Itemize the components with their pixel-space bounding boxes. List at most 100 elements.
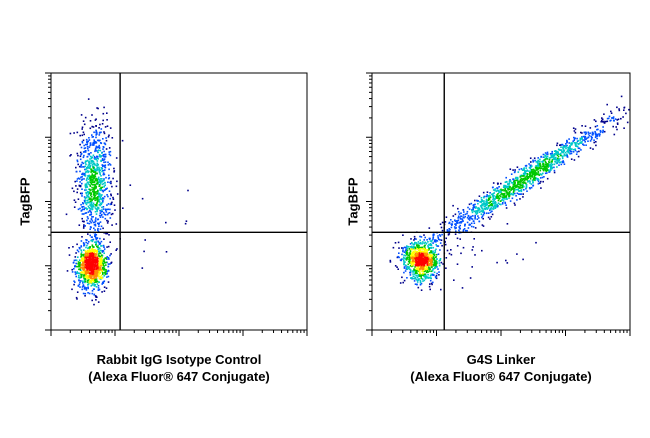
data-point: [578, 147, 581, 150]
data-point: [477, 217, 480, 219]
data-point: [591, 136, 593, 139]
data-point: [599, 133, 601, 135]
data-point: [520, 177, 523, 180]
data-point: [533, 176, 535, 178]
data-point: [87, 259, 89, 261]
data-point: [420, 277, 422, 279]
data-point: [478, 207, 480, 210]
data-point: [394, 242, 397, 244]
data-point: [74, 256, 77, 258]
data-point: [90, 175, 93, 177]
data-point: [97, 227, 99, 230]
data-point: [86, 253, 88, 255]
data-point: [96, 257, 99, 259]
data-point: [416, 246, 419, 248]
data-point: [512, 183, 515, 186]
data-point: [403, 263, 405, 265]
data-point: [101, 250, 104, 252]
data-point: [77, 250, 80, 253]
data-point: [402, 256, 405, 259]
data-point: [99, 184, 101, 186]
data-point: [112, 198, 115, 200]
data-point: [102, 263, 105, 265]
data-point: [425, 256, 427, 259]
data-point: [106, 222, 109, 224]
data-point: [537, 157, 539, 159]
data-point: [525, 187, 527, 190]
data-point: [85, 189, 88, 191]
data-point: [102, 165, 104, 168]
data-point: [556, 154, 559, 157]
data-point: [496, 189, 498, 192]
data-point: [411, 253, 413, 256]
data-point: [572, 151, 575, 153]
data-point: [420, 266, 422, 269]
data-point: [98, 223, 100, 225]
data-point: [412, 259, 415, 262]
data-point: [441, 221, 444, 224]
data-point: [402, 250, 404, 253]
data-point: [85, 212, 88, 214]
data-point: [86, 269, 89, 271]
data-point: [616, 119, 619, 121]
data-point: [100, 195, 102, 197]
data-point: [92, 165, 95, 168]
data-point: [425, 249, 427, 252]
data-point: [91, 258, 93, 261]
data-point: [519, 189, 522, 192]
data-point: [185, 220, 188, 222]
data-point: [507, 185, 510, 188]
data-point: [580, 131, 582, 134]
data-point: [471, 209, 473, 212]
data-point: [95, 157, 97, 159]
data-point: [580, 149, 582, 151]
data-point: [92, 238, 95, 241]
data-point: [529, 172, 531, 174]
data-point: [82, 282, 84, 284]
data-point: [86, 169, 89, 172]
data-point: [96, 146, 99, 149]
data-point: [414, 250, 416, 252]
data-point: [455, 227, 457, 229]
data-point: [572, 140, 574, 142]
data-point: [522, 169, 525, 171]
data-point: [94, 183, 96, 186]
data-point: [562, 160, 564, 162]
data-point: [424, 256, 426, 258]
data-point: [83, 147, 86, 150]
data-point: [457, 219, 460, 221]
data-point: [526, 179, 528, 181]
data-point: [108, 134, 110, 137]
data-point: [92, 204, 94, 206]
data-point: [78, 265, 81, 268]
data-point: [487, 195, 489, 198]
data-point: [115, 185, 118, 188]
data-point: [513, 185, 515, 188]
data-point: [91, 190, 94, 193]
data-point: [106, 276, 108, 278]
data-point: [97, 197, 99, 200]
data-point: [516, 253, 518, 255]
data-point: [544, 168, 546, 170]
data-point: [453, 279, 455, 281]
data-point: [394, 265, 397, 267]
data-point: [90, 261, 93, 263]
data-point: [86, 142, 89, 144]
data-point: [590, 135, 592, 138]
data-point: [102, 146, 105, 148]
data-point: [104, 208, 107, 211]
data-point: [94, 148, 97, 151]
data-point: [101, 269, 103, 272]
data-point: [80, 179, 83, 181]
data-point: [97, 139, 99, 142]
data-point: [93, 246, 95, 248]
data-point: [412, 253, 415, 255]
data-point: [88, 248, 91, 251]
data-point: [555, 153, 557, 156]
data-point: [430, 247, 432, 249]
data-point: [458, 229, 460, 232]
data-point: [495, 190, 498, 193]
data-point: [570, 152, 573, 155]
data-point: [109, 154, 112, 157]
data-point: [94, 158, 96, 160]
